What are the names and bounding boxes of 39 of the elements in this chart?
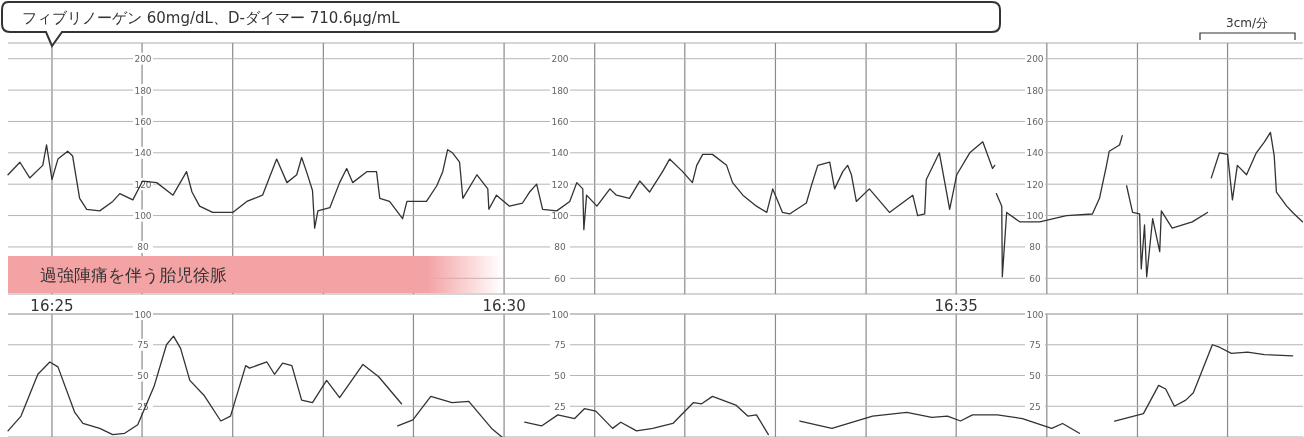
y2-tick-label: 200 — [551, 54, 569, 65]
x-tick-label: 16:30 — [482, 297, 526, 315]
y3-tick-label: 25 — [1029, 401, 1041, 412]
y-tick-label: 100 — [134, 309, 152, 320]
text: フィブリノーゲン 60mg/dL、D-ダイマー 710.6μg/mL — [22, 9, 401, 27]
y2-tick-label: 100 — [551, 211, 569, 222]
y3-tick-label: 180 — [1026, 85, 1044, 96]
y-tick-label: 100 — [134, 211, 152, 222]
y-tick-label: 180 — [134, 85, 152, 96]
y2-tick-label: 180 — [551, 85, 569, 96]
y3-tick-label: 160 — [1026, 116, 1044, 127]
y-tick-label: 80 — [137, 242, 149, 253]
y2-tick-label: 100 — [551, 309, 569, 320]
y3-tick-label: 200 — [1026, 54, 1044, 65]
y-tick-label: 160 — [134, 116, 152, 127]
y3-tick-label: 100 — [1026, 211, 1044, 222]
y2-tick-label: 80 — [554, 242, 566, 253]
y-tick-label: 140 — [134, 148, 152, 159]
y3-tick-label: 100 — [1026, 309, 1044, 320]
y-tick-label: 50 — [137, 371, 149, 381]
y2-tick-label: 120 — [551, 179, 569, 190]
y2-tick-label: 75 — [554, 340, 566, 351]
y3-tick-label: 120 — [1026, 179, 1044, 190]
text: 3cm/分 — [1226, 16, 1268, 30]
y3-tick-label: 60 — [1029, 273, 1041, 284]
y-tick-label: 75 — [137, 340, 149, 351]
band-label: 過強陣痛を伴う胎児徐脈 — [40, 265, 227, 285]
x-tick-label: 16:35 — [934, 297, 978, 315]
y3-tick-label: 80 — [1029, 242, 1041, 253]
y3-tick-label: 140 — [1026, 148, 1044, 159]
y3-tick-label: 50 — [1029, 371, 1041, 381]
y2-tick-label: 160 — [551, 116, 569, 127]
x-tick-label: 16:25 — [30, 297, 74, 315]
y2-tick-label: 50 — [554, 371, 566, 381]
y2-tick-label: 25 — [554, 401, 566, 412]
y3-tick-label: 75 — [1029, 340, 1041, 351]
y2-tick-label: 140 — [551, 148, 569, 159]
y-tick-label: 200 — [134, 54, 152, 65]
y2-tick-label: 60 — [554, 273, 566, 284]
